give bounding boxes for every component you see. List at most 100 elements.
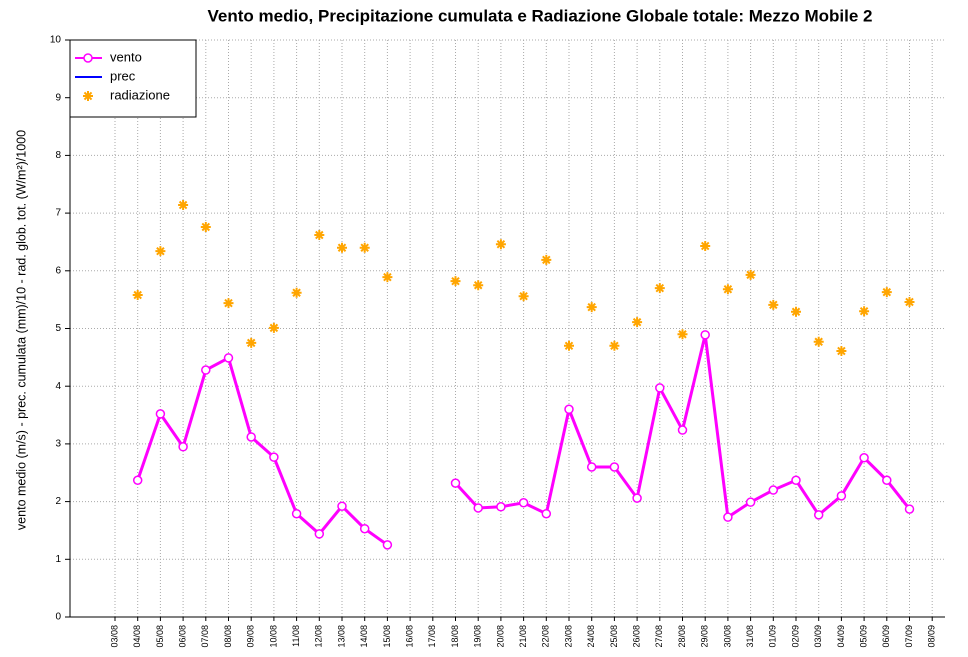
point	[178, 442, 188, 452]
y-tick-label: 10	[50, 35, 62, 46]
x-tick-label: 10/08	[268, 625, 278, 648]
point	[677, 425, 688, 435]
point	[768, 485, 779, 495]
point	[337, 501, 347, 511]
x-tick-label: 08/08	[223, 625, 233, 648]
legend-label: vento	[110, 49, 142, 64]
point	[132, 475, 143, 486]
point	[586, 462, 597, 472]
point	[700, 330, 710, 340]
point	[246, 432, 256, 442]
x-tick-label: 05/09	[858, 625, 868, 648]
y-tick-label: 5	[55, 323, 61, 334]
point	[382, 272, 393, 283]
point	[223, 353, 234, 363]
point	[904, 296, 915, 307]
point	[337, 242, 347, 253]
y-tick-label: 0	[55, 612, 61, 623]
x-tick-label: 19/08	[473, 625, 483, 648]
legend-marker	[83, 53, 93, 63]
y-tick-label: 3	[55, 439, 61, 450]
point	[655, 383, 665, 393]
point	[518, 291, 529, 302]
x-tick-label: 01/09	[768, 625, 778, 648]
legend-label: radiazione	[110, 87, 170, 102]
point	[450, 276, 461, 287]
point	[723, 512, 733, 522]
point	[518, 498, 529, 508]
x-tick-label: 28/08	[677, 625, 687, 648]
legend: vento prec radiazione	[69, 39, 197, 118]
point	[791, 306, 801, 317]
point	[269, 452, 279, 462]
x-tick-label: 25/08	[609, 625, 619, 648]
x-tick-label: 03/08	[109, 625, 119, 648]
point	[178, 200, 189, 211]
point	[654, 283, 665, 294]
x-tick-label: 08/09	[927, 625, 937, 648]
point	[745, 269, 756, 280]
point	[745, 497, 756, 507]
y-tick-label: 4	[55, 381, 61, 392]
point	[700, 240, 711, 251]
point	[632, 493, 642, 503]
x-tick-label: 21/08	[518, 625, 528, 648]
point	[564, 340, 574, 351]
point	[586, 302, 597, 313]
x-tick-label: 31/08	[745, 625, 755, 648]
point	[473, 280, 484, 291]
x-tick-label: 26/08	[631, 625, 641, 648]
x-tick-label: 05/08	[155, 625, 165, 648]
x-tick-label: 23/08	[563, 625, 573, 648]
x-tick-label: 18/08	[450, 625, 460, 648]
point	[495, 239, 506, 250]
y-tick-label: 7	[55, 208, 61, 219]
point	[155, 246, 166, 257]
point	[541, 508, 552, 519]
point	[609, 462, 620, 472]
legend-marker	[83, 91, 93, 101]
x-tick-label: 24/08	[586, 625, 596, 648]
x-tick-label: 11/08	[291, 625, 301, 647]
point	[836, 346, 847, 357]
point	[904, 504, 915, 514]
x-tick-label: 14/08	[359, 625, 369, 648]
point	[155, 409, 166, 419]
x-tick-label: 20/08	[495, 625, 505, 648]
point	[541, 254, 552, 265]
point	[496, 502, 506, 512]
x-tick-label: 06/08	[177, 625, 187, 648]
point	[791, 475, 801, 486]
point	[132, 290, 143, 301]
legend-box	[69, 39, 197, 118]
point	[859, 452, 869, 463]
point	[768, 299, 779, 310]
x-tick-label: 15/08	[382, 625, 392, 648]
point	[836, 491, 847, 501]
x-tick-label: 16/08	[404, 625, 414, 648]
point	[223, 298, 234, 309]
x-tick-label: 29/08	[700, 625, 710, 648]
point	[813, 510, 824, 520]
x-tick-label: 02/09	[790, 625, 800, 648]
point	[859, 306, 870, 317]
point	[632, 317, 643, 328]
point	[881, 287, 892, 298]
y-tick-label: 6	[55, 265, 61, 276]
point	[246, 337, 257, 348]
x-tick-label: 13/08	[336, 625, 346, 648]
point	[882, 475, 892, 486]
point	[291, 287, 302, 298]
x-tick-label: 04/08	[132, 625, 142, 648]
point	[291, 508, 302, 519]
y-axis-label: vento medio (m/s) - prec. cumulata (mm)/…	[14, 130, 28, 530]
point	[359, 523, 370, 534]
x-tick-label: 06/09	[881, 625, 891, 648]
point	[314, 529, 325, 539]
x-tick-label: 27/08	[654, 625, 664, 648]
point	[722, 284, 733, 295]
point	[314, 230, 325, 241]
x-tick-label: 09/08	[246, 625, 256, 648]
point	[268, 322, 279, 333]
